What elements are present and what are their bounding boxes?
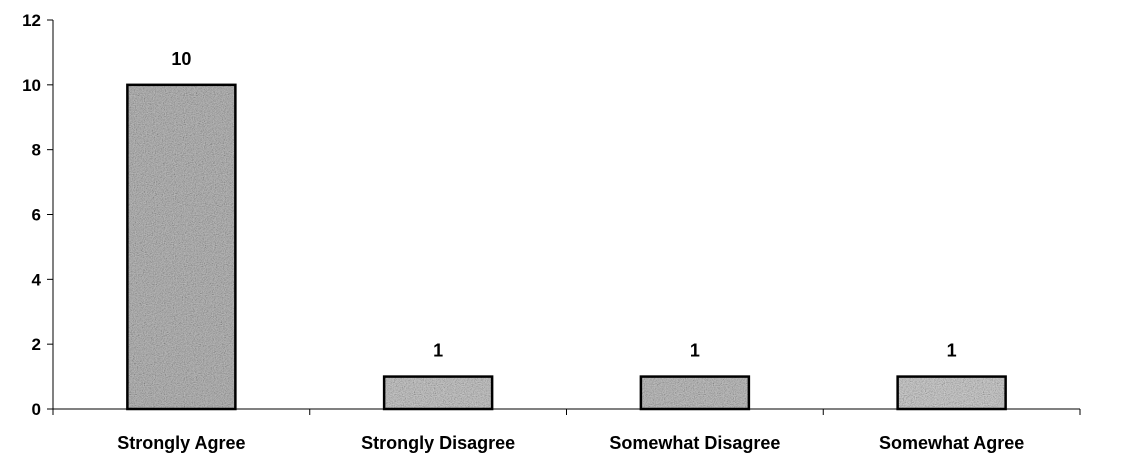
y-tick-label: 4 [32, 270, 42, 289]
category-label: Strongly Agree [117, 433, 245, 453]
y-tick-label: 0 [32, 400, 41, 419]
bar-outline [896, 375, 1007, 411]
bar-outline [639, 375, 751, 411]
bar-outline [382, 375, 494, 411]
bar-outline [126, 83, 237, 411]
y-tick-label: 2 [32, 335, 41, 354]
bar [127, 84, 236, 409]
category-label: Strongly Disagree [361, 433, 515, 453]
data-label: 1 [690, 341, 700, 361]
y-tick-label: 8 [32, 141, 41, 160]
data-label: 1 [433, 341, 443, 361]
bar [384, 376, 493, 409]
bar [640, 376, 749, 409]
data-label: 10 [171, 49, 191, 69]
category-label: Somewhat Agree [879, 433, 1024, 453]
category-label: Somewhat Disagree [609, 433, 780, 453]
plot-area: 0 2 4 6 8 10 12 10 Strongly Agree 1 Strongly Disag… [22, 11, 1081, 453]
y-tick-label: 10 [22, 76, 41, 95]
y-tick-label: 6 [32, 206, 41, 225]
y-tick-label: 12 [22, 11, 41, 30]
bar [897, 376, 1006, 409]
data-label: 1 [947, 341, 957, 361]
